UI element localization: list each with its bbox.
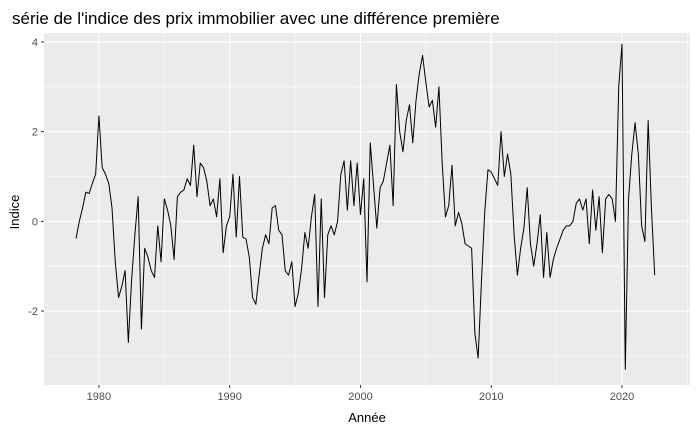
x-axis-title: Année: [348, 410, 386, 425]
x-tick-label: 2020: [610, 391, 634, 403]
x-tick-label: 2010: [479, 391, 503, 403]
y-tick-label: 0: [32, 216, 38, 228]
x-tick-label: 2000: [348, 391, 372, 403]
y-tick-label: 2: [32, 127, 38, 139]
y-tick-label: -2: [28, 306, 38, 318]
data-series: [75, 43, 656, 370]
major-gridlines: [44, 33, 690, 385]
series-line: [75, 43, 656, 370]
chart-title: série de l'indice des prix immobilier av…: [12, 9, 500, 28]
y-axis: -2 0 2 4: [28, 37, 44, 318]
y-axis-title: Indice: [7, 195, 22, 230]
x-tick-label: 1980: [87, 391, 111, 403]
x-axis: 1980 1990 2000 2010 2020: [87, 385, 634, 403]
plot-panel: [44, 33, 690, 385]
x-tick-label: 1990: [217, 391, 241, 403]
y-tick-label: 4: [32, 37, 38, 49]
